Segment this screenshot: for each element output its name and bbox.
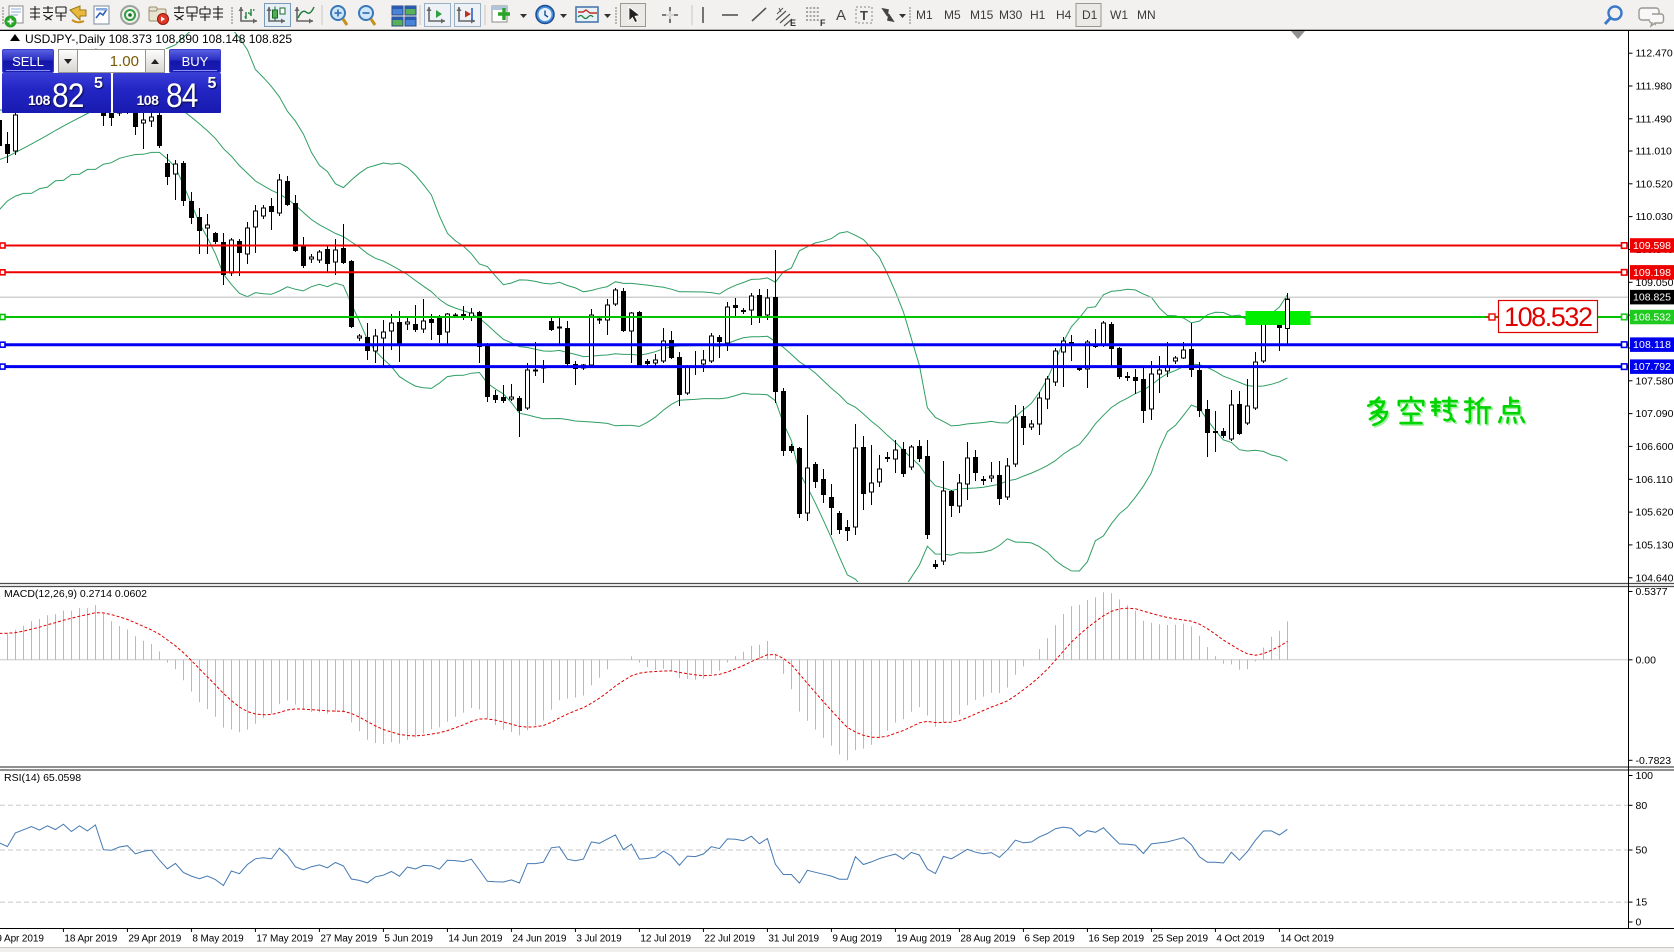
svg-text:14 Jun 2019: 14 Jun 2019: [448, 934, 502, 945]
svg-text:100: 100: [1636, 770, 1654, 782]
svg-text:109.050: 109.050: [1636, 277, 1674, 289]
svg-text:9 Apr 2019: 9 Apr 2019: [0, 934, 44, 945]
svg-text:4 Oct 2019: 4 Oct 2019: [1216, 934, 1264, 945]
svg-text:14 Oct 2019: 14 Oct 2019: [1280, 934, 1334, 945]
svg-text:M5: M5: [944, 8, 961, 22]
svg-text:24 Jun 2019: 24 Jun 2019: [512, 934, 566, 945]
svg-text:8 May 2019: 8 May 2019: [192, 934, 244, 945]
svg-text:F: F: [820, 18, 826, 28]
svg-text:108.532: 108.532: [1633, 312, 1671, 324]
svg-text:-0.7823: -0.7823: [1636, 755, 1672, 767]
svg-text:105.130: 105.130: [1636, 539, 1674, 551]
svg-text:M30: M30: [999, 8, 1023, 22]
svg-text:M1: M1: [916, 8, 933, 22]
svg-text:108.532: 108.532: [1504, 302, 1593, 332]
svg-text:17 May 2019: 17 May 2019: [256, 934, 313, 945]
svg-text:28 Aug 2019: 28 Aug 2019: [960, 934, 1016, 945]
svg-text:H4: H4: [1056, 8, 1072, 22]
svg-text:H1: H1: [1030, 8, 1046, 22]
svg-text:18 Apr 2019: 18 Apr 2019: [64, 934, 117, 945]
svg-text:22 Jul 2019: 22 Jul 2019: [704, 934, 755, 945]
svg-text:108.825: 108.825: [1633, 292, 1671, 304]
svg-text:105.620: 105.620: [1636, 507, 1674, 519]
svg-text:6 Sep 2019: 6 Sep 2019: [1024, 934, 1075, 945]
svg-text:A: A: [836, 7, 846, 24]
svg-text:USDJPY-,Daily 108.373 108.890: USDJPY-,Daily 108.373 108.890 108.148 10…: [25, 32, 292, 46]
svg-text:107.792: 107.792: [1633, 361, 1671, 373]
svg-text:RSI(14) 65.0598: RSI(14) 65.0598: [4, 772, 81, 784]
svg-text:110.030: 110.030: [1636, 211, 1673, 223]
svg-text:12 Jul 2019: 12 Jul 2019: [640, 934, 691, 945]
svg-text:110.520: 110.520: [1636, 178, 1673, 190]
svg-text:104.640: 104.640: [1636, 572, 1674, 584]
svg-text:3 Jul 2019: 3 Jul 2019: [576, 934, 622, 945]
svg-text:80: 80: [1636, 800, 1648, 812]
svg-text:16 Sep 2019: 16 Sep 2019: [1088, 934, 1144, 945]
svg-text:111.010: 111.010: [1636, 146, 1673, 158]
svg-text:106.110: 106.110: [1636, 474, 1673, 486]
svg-text:107.090: 107.090: [1636, 408, 1674, 420]
svg-text:MN: MN: [1137, 8, 1156, 22]
svg-text:109.598: 109.598: [1633, 240, 1671, 252]
svg-text:29 Apr 2019: 29 Apr 2019: [128, 934, 181, 945]
svg-text:27 May 2019: 27 May 2019: [320, 934, 377, 945]
svg-text:MACD(12,26,9) 0.2714 0.0602: MACD(12,26,9) 0.2714 0.0602: [4, 588, 147, 600]
svg-text:5 Jun 2019: 5 Jun 2019: [384, 934, 433, 945]
svg-text:111.980: 111.980: [1636, 81, 1673, 93]
svg-text:111.490: 111.490: [1636, 113, 1673, 125]
svg-text:0.00: 0.00: [1636, 654, 1657, 666]
svg-text:0.5377: 0.5377: [1636, 586, 1668, 598]
svg-text:112.470: 112.470: [1636, 48, 1673, 60]
svg-text:50: 50: [1636, 845, 1648, 857]
svg-text:19 Aug 2019: 19 Aug 2019: [896, 934, 952, 945]
svg-text:31 Jul 2019: 31 Jul 2019: [768, 934, 819, 945]
svg-text:E: E: [790, 18, 796, 28]
svg-text:0: 0: [1636, 917, 1642, 929]
svg-text:106.600: 106.600: [1636, 441, 1674, 453]
svg-text:T: T: [860, 8, 868, 23]
svg-text:D1: D1: [1082, 8, 1098, 22]
svg-text:W1: W1: [1110, 8, 1128, 22]
svg-text:9 Aug 2019: 9 Aug 2019: [832, 934, 882, 945]
svg-text:107.580: 107.580: [1636, 375, 1674, 387]
svg-text:M15: M15: [970, 8, 994, 22]
svg-text:25 Sep 2019: 25 Sep 2019: [1152, 934, 1208, 945]
svg-text:15: 15: [1636, 897, 1648, 909]
svg-text:109.198: 109.198: [1633, 267, 1671, 279]
svg-text:108.118: 108.118: [1633, 339, 1671, 351]
